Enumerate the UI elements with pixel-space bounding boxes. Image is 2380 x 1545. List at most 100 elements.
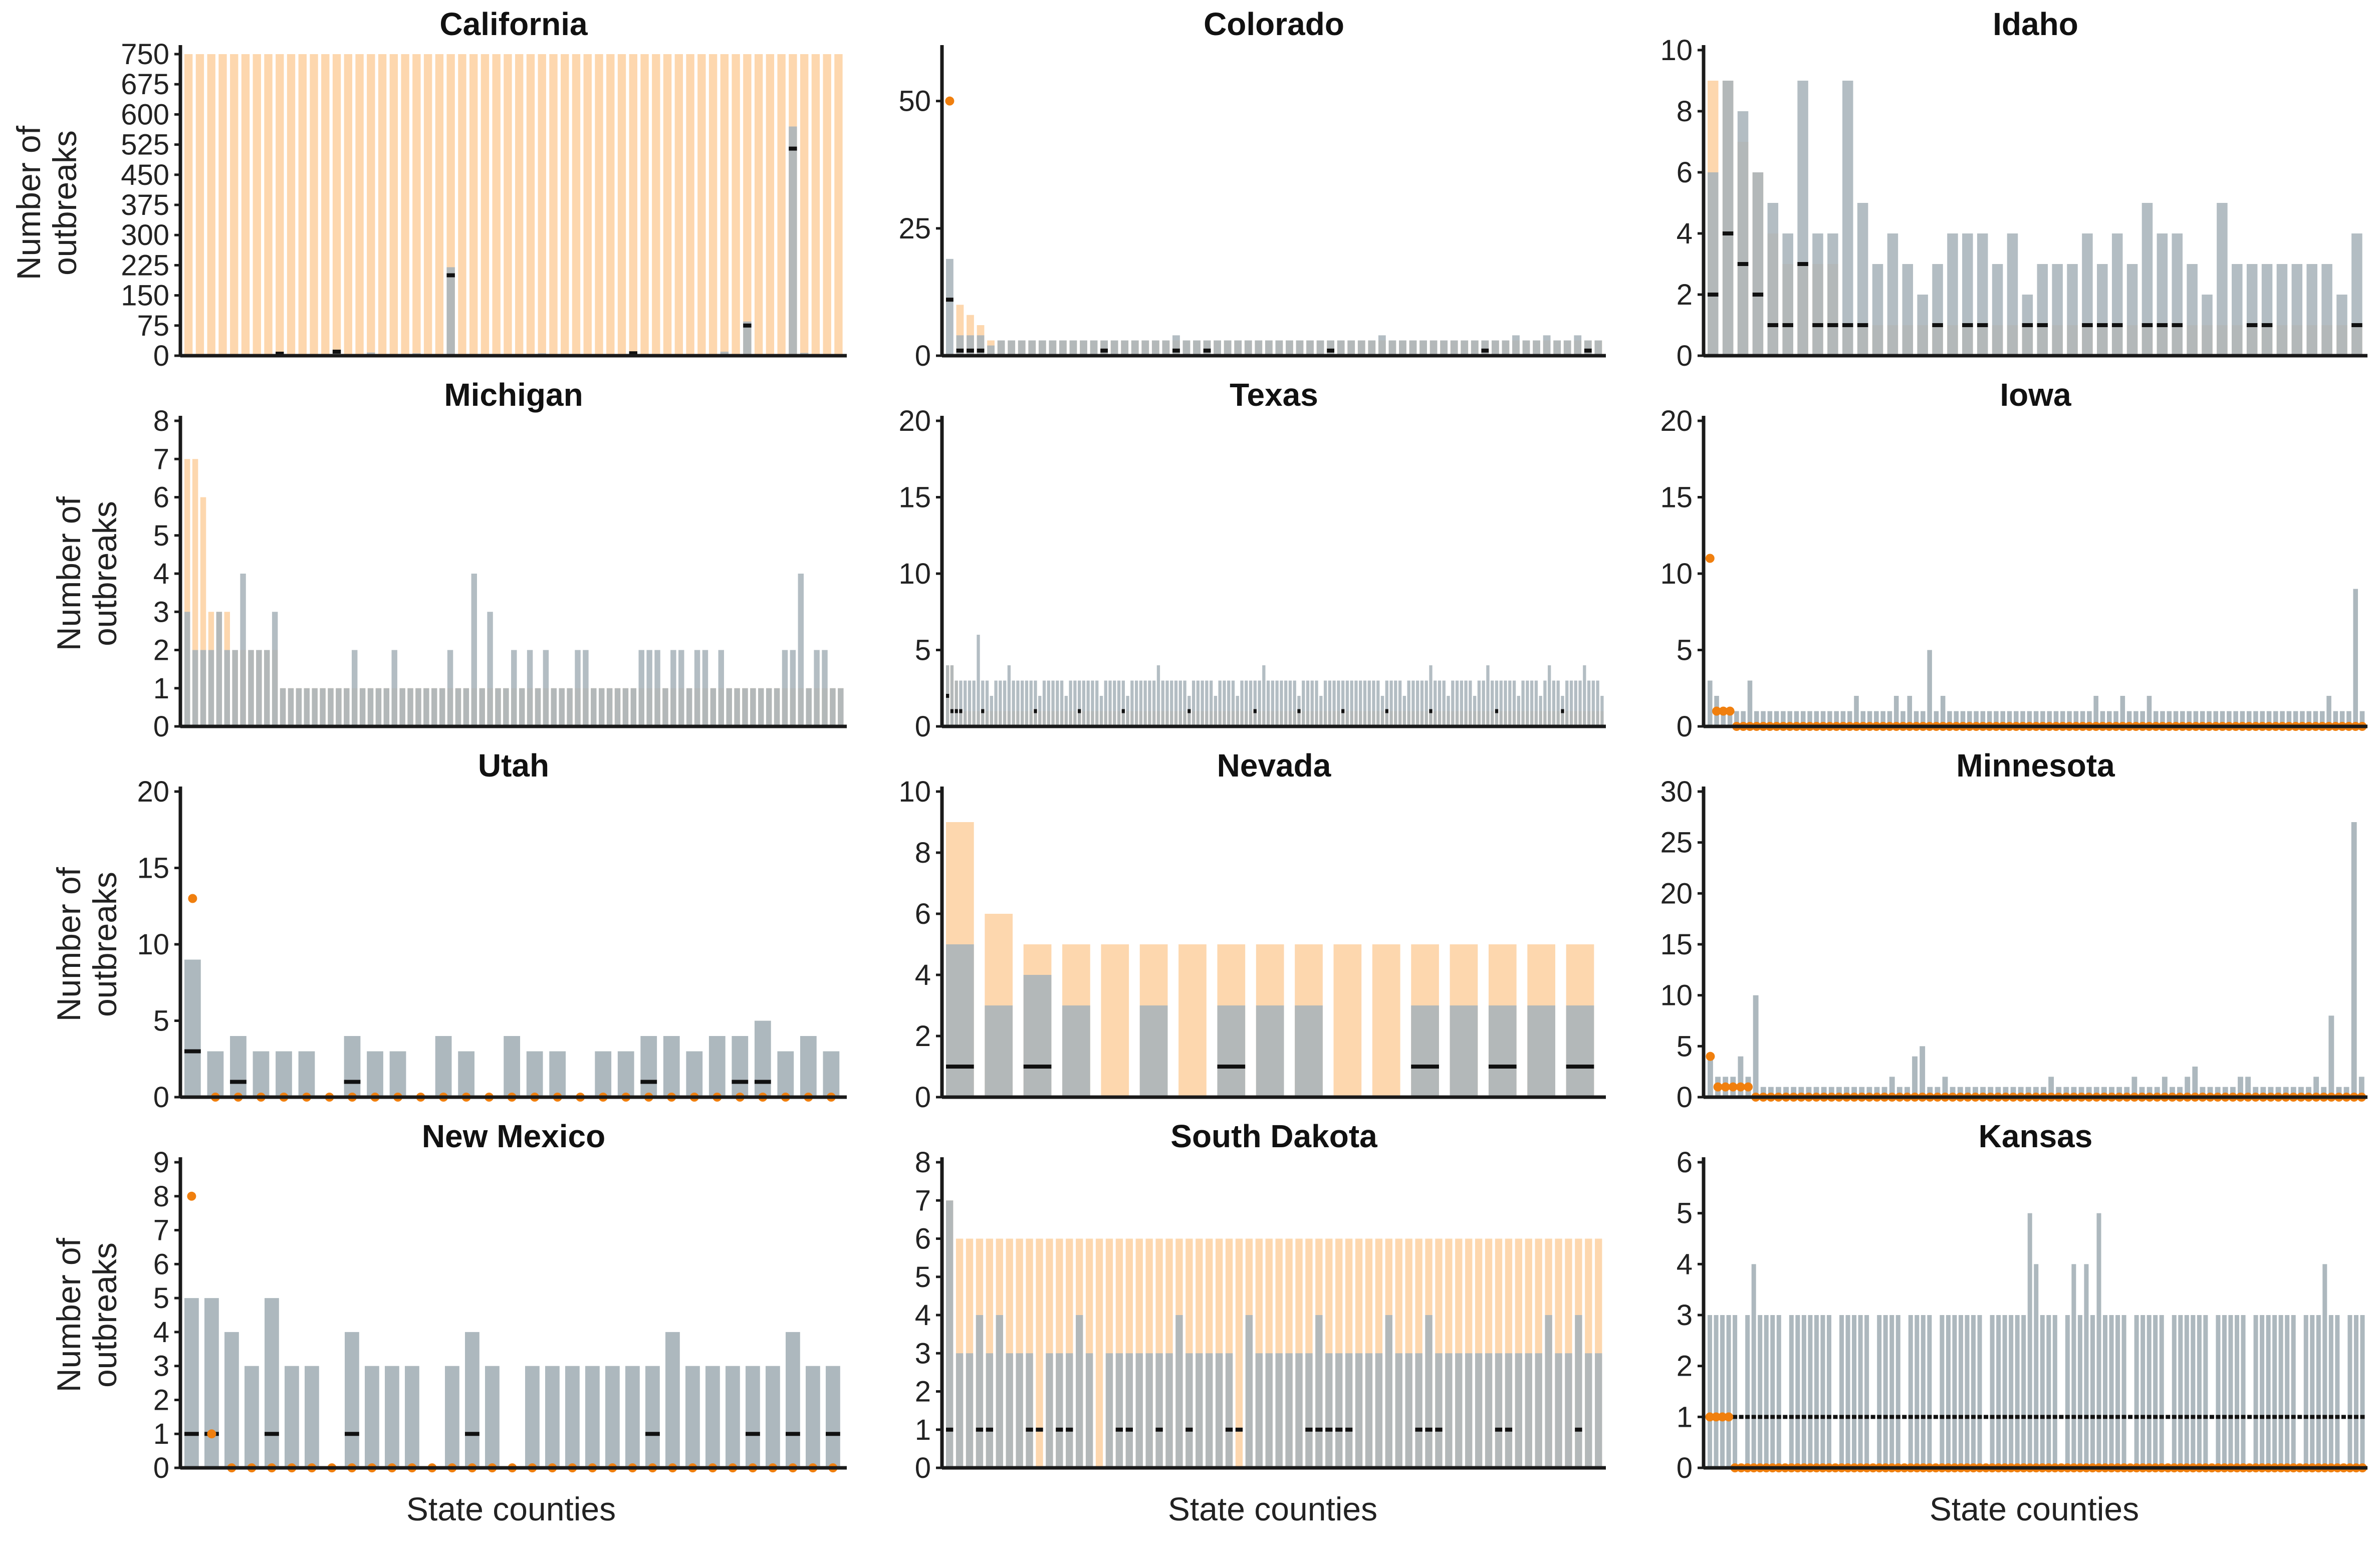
bar [2328, 1315, 2333, 1468]
bar [1416, 680, 1419, 726]
bar [790, 650, 796, 726]
bar [1893, 696, 1899, 726]
bar [583, 650, 589, 726]
bar [1073, 680, 1077, 726]
observed-point [945, 96, 955, 106]
bar [2087, 711, 2092, 726]
bar [2285, 1315, 2290, 1468]
bar [606, 54, 615, 356]
bar [1751, 1264, 1756, 1468]
bar [708, 1036, 726, 1097]
median-mark [1737, 262, 1749, 266]
median-mark [1425, 1427, 1433, 1432]
panel-title: Iowa [2000, 377, 2071, 413]
bar [1495, 1353, 1503, 1468]
bar [204, 1298, 219, 1468]
median-mark [332, 349, 341, 354]
bar [1227, 680, 1231, 726]
bar [1003, 680, 1007, 726]
bar [1394, 680, 1397, 726]
bar [1069, 340, 1077, 356]
bar [2280, 711, 2285, 726]
bar [378, 54, 387, 356]
median-mark [1253, 709, 1257, 713]
bar [1543, 680, 1547, 726]
bar [2033, 711, 2039, 726]
bar [1385, 680, 1388, 726]
median-mark [2157, 323, 2168, 327]
bar [287, 54, 296, 356]
panel-idaho: Idaho 0 2 4 6 8 10 [1660, 6, 2367, 372]
median-mark [1305, 1427, 1313, 1432]
bar [312, 688, 318, 726]
bar [1316, 340, 1324, 356]
bar [2192, 1067, 2198, 1097]
bar [1555, 1353, 1562, 1468]
bar [1165, 680, 1169, 726]
bar [1193, 340, 1201, 356]
y-tick-label: 5 [153, 1005, 169, 1038]
median-mark [2115, 1415, 2120, 1419]
bar [2071, 1087, 2077, 1097]
bar [1305, 1353, 1313, 1468]
bar [2326, 696, 2331, 726]
bar [645, 1366, 660, 1468]
median-mark [1435, 1427, 1443, 1432]
bar [549, 54, 558, 356]
bar [2073, 711, 2079, 726]
bar [2322, 1264, 2327, 1468]
bar [766, 54, 775, 356]
panel-title: South Dakota [1170, 1118, 1377, 1154]
bar [1902, 264, 1914, 356]
bar [606, 688, 613, 726]
bar [1363, 680, 1367, 726]
bar [630, 688, 637, 726]
bar [2353, 1315, 2358, 1468]
bar [207, 1051, 224, 1097]
bar [2228, 1315, 2233, 1468]
bar [276, 1051, 292, 1097]
bar [798, 574, 804, 726]
bar [355, 54, 364, 356]
bar [230, 1036, 247, 1097]
median-mark [2347, 1415, 2352, 1419]
bar [321, 54, 330, 356]
bar [2060, 711, 2065, 726]
panel-utah: Utah 0 5 10 15 20 Number ofoutbreaks [50, 747, 847, 1114]
bar [1025, 680, 1029, 726]
y-tick-label: 0 [1677, 1081, 1693, 1114]
bar [1367, 680, 1371, 726]
y-axis-label-line: outbreaks [86, 501, 123, 646]
bar [503, 688, 509, 726]
median-mark [2021, 1415, 2026, 1419]
bar [646, 650, 652, 726]
panel-michigan: Michigan 0 1 2 3 4 5 6 7 8 Number ofoutbreaks [50, 377, 847, 743]
bar [2027, 1213, 2032, 1468]
y-tick-label: 5 [1677, 1030, 1693, 1063]
y-axis-label-line: Number of [10, 125, 47, 280]
y-axis-label: Number ofoutbreaks [50, 867, 123, 1021]
bar [1306, 340, 1314, 356]
y-tick-label: 8 [153, 1180, 169, 1213]
bar [1402, 696, 1406, 726]
bar [718, 650, 724, 726]
y-tick-label: 5 [1677, 1197, 1693, 1230]
bar [2071, 1264, 2076, 1468]
median-mark [2197, 1415, 2202, 1419]
bar [1451, 680, 1455, 726]
median-mark [1225, 1427, 1233, 1432]
bar [2253, 1315, 2258, 1468]
bar [1874, 1087, 1880, 1097]
bar [208, 650, 214, 726]
bar [567, 688, 573, 726]
bar [575, 650, 581, 726]
observed-points [945, 96, 955, 106]
bar [288, 688, 294, 726]
bar [2115, 1315, 2120, 1468]
bar [1708, 1056, 1713, 1097]
bar [1076, 1315, 1083, 1468]
bar [720, 351, 729, 356]
bar [2245, 1077, 2251, 1097]
bar [2261, 264, 2273, 356]
bar [1464, 680, 1468, 726]
